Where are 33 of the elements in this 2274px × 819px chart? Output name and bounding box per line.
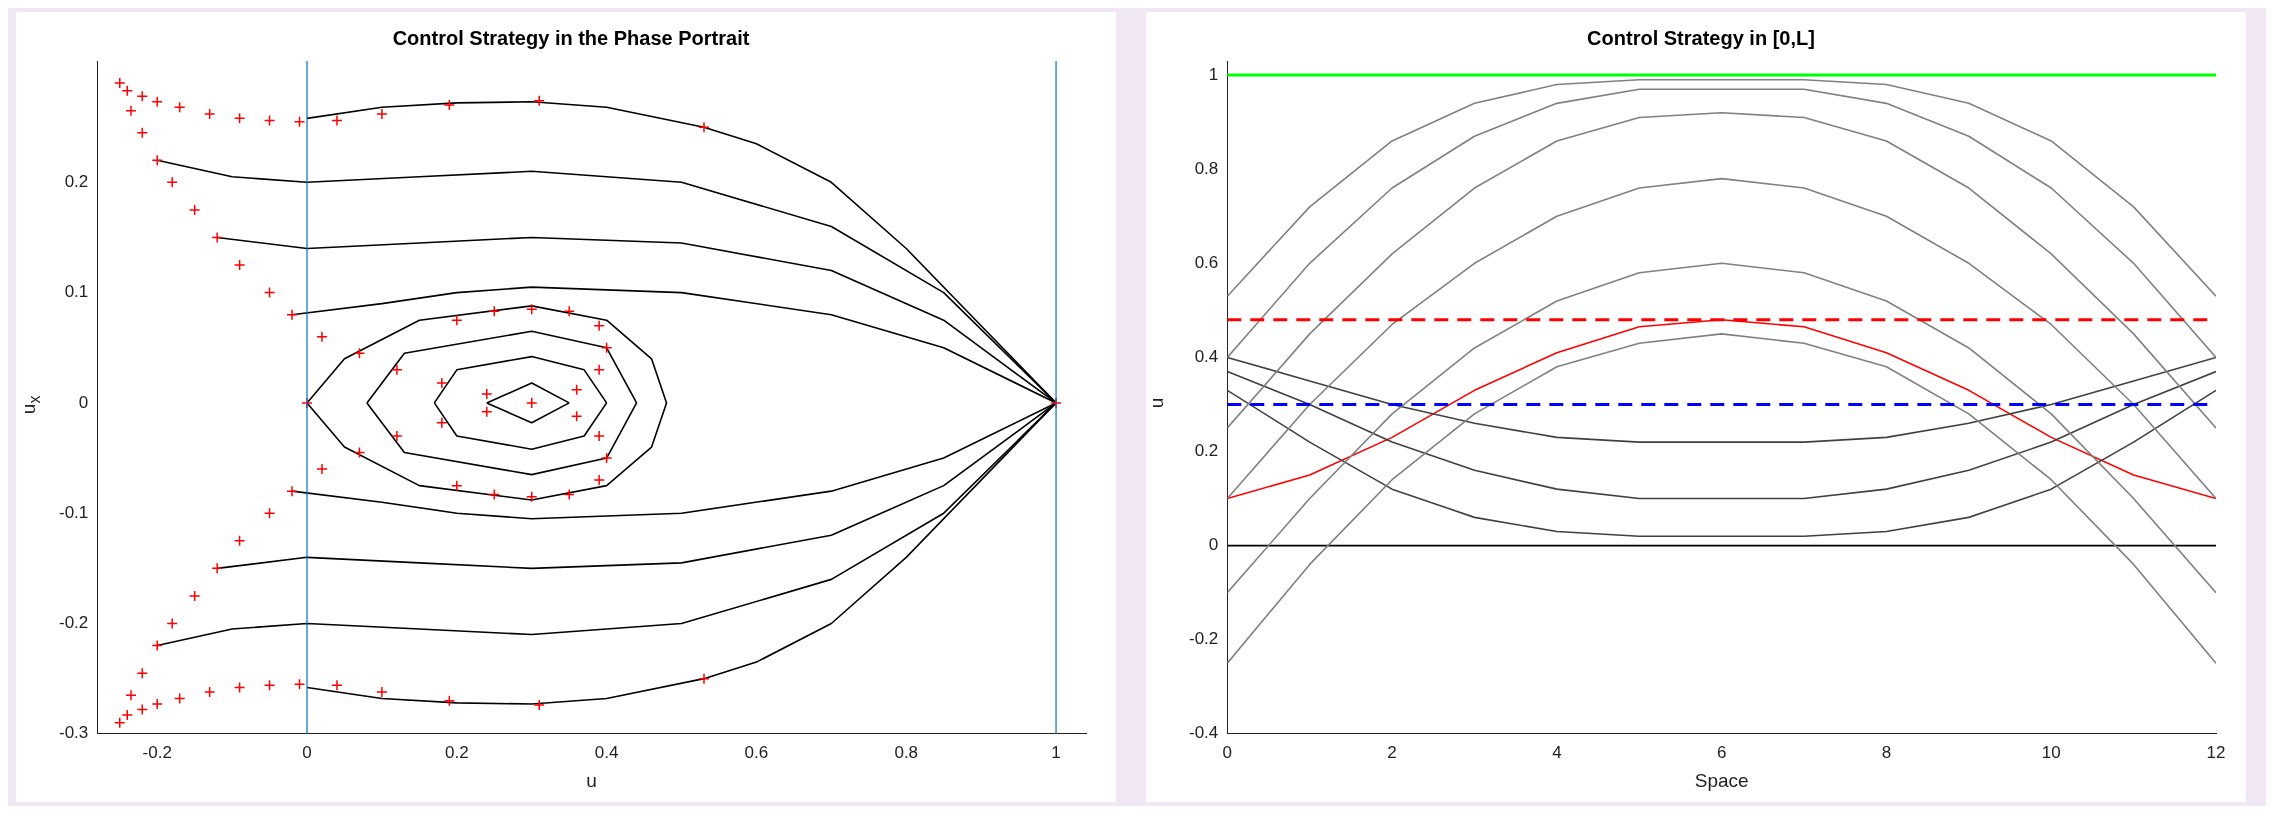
y-tick-label: 0: [1208, 535, 1219, 555]
x-tick-label: 0.2: [445, 742, 469, 762]
x-tick-label: 10: [2041, 742, 2061, 762]
x-tick-label: 0.4: [594, 742, 619, 762]
y-tick-label: 0: [78, 392, 89, 412]
y-tick-label: -0.3: [59, 723, 89, 743]
y-tick-label: 0.2: [64, 172, 89, 192]
x-tick-label: 0: [302, 742, 312, 762]
x-tick-label: 1: [1051, 742, 1061, 762]
x-tick-label: 0: [1222, 742, 1233, 762]
x-tick-label: 0.8: [894, 742, 919, 762]
x-tick-label: 0.6: [744, 742, 769, 762]
chart-title: Control Strategy in the Phase Portrait: [392, 26, 750, 49]
x-tick-label: 12: [2206, 742, 2226, 762]
x-tick-label: -0.2: [142, 742, 172, 762]
y-tick-label: 0.6: [1194, 253, 1219, 272]
y-tick-label: -0.2: [59, 613, 89, 633]
x-tick-label: 2: [1387, 742, 1397, 762]
x-axis-title: u: [586, 769, 597, 791]
y-tick-label: 0.2: [1194, 441, 1219, 461]
y-tick-label: 0.4: [1194, 347, 1219, 367]
x-tick-label: 6: [1716, 742, 1727, 762]
x-tick-label: 4: [1552, 742, 1562, 762]
x-tick-label: 8: [1881, 742, 1892, 762]
y-tick-label: -0.1: [59, 502, 89, 522]
x-axis-title: Space: [1694, 769, 1749, 791]
y-axis-title: u: [1146, 397, 1169, 409]
y-tick-label: 0.8: [1194, 158, 1219, 178]
y-tick-label: 1: [1208, 64, 1219, 84]
chart-title: Control Strategy in [0,L]: [1587, 26, 1815, 49]
y-tick-label: -0.2: [1189, 629, 1219, 649]
y-tick-label: 0.1: [64, 282, 89, 302]
y-tick-label: -0.4: [1189, 723, 1219, 743]
